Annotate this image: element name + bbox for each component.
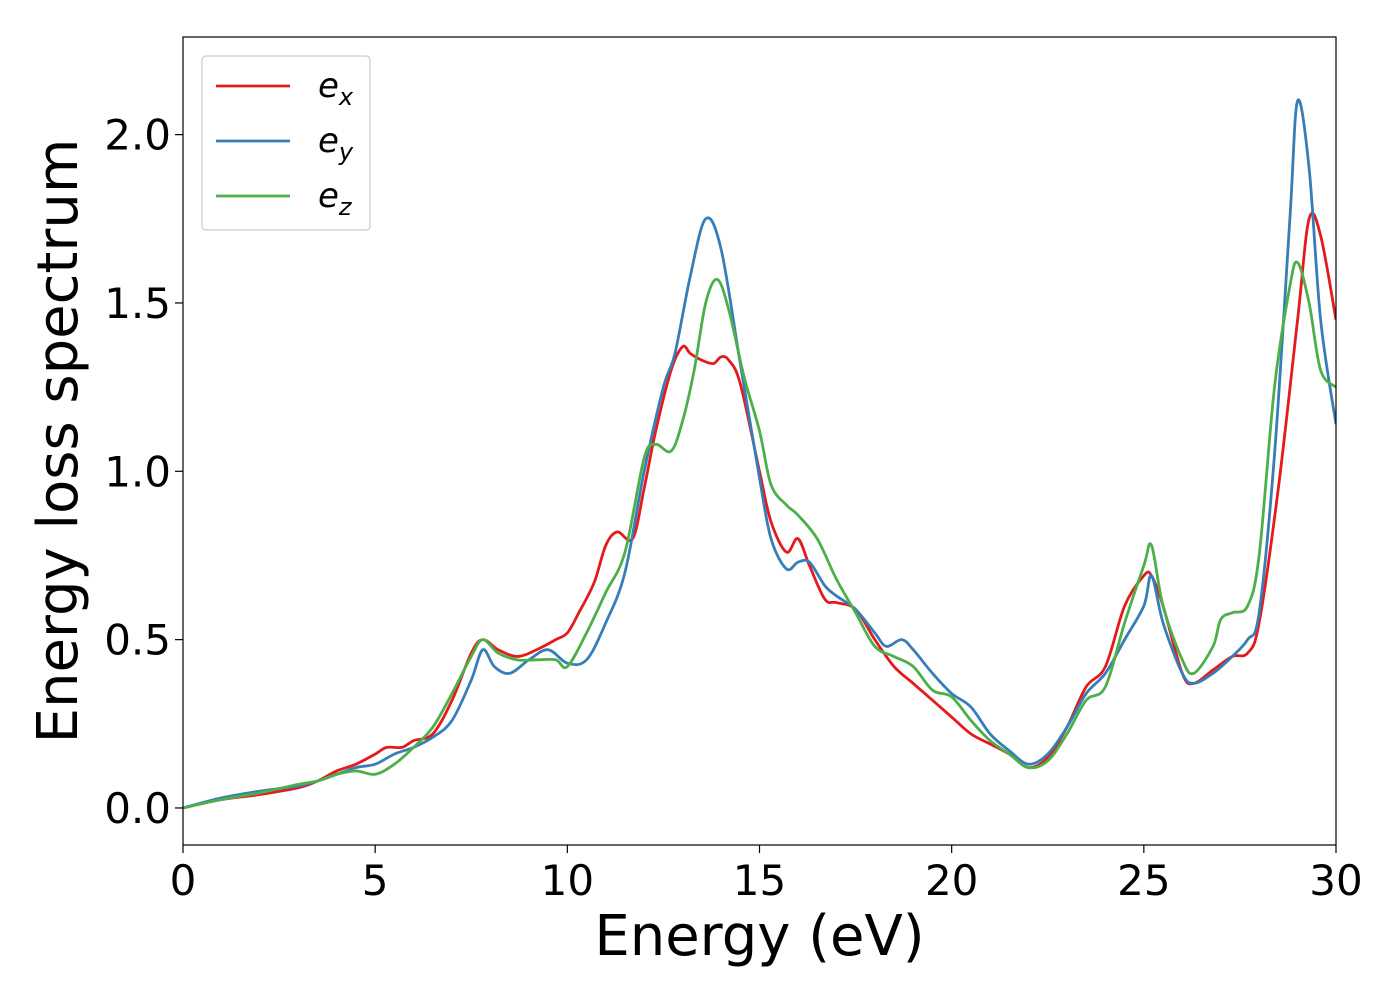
x-tick-label: 15 bbox=[733, 856, 786, 905]
x-tick-label: 5 bbox=[362, 856, 389, 905]
x-tick-label: 25 bbox=[1117, 856, 1170, 905]
legend-items: ex ey ez bbox=[216, 66, 354, 221]
x-tick-label: 30 bbox=[1309, 856, 1362, 905]
series-layer bbox=[183, 98, 1336, 810]
x-axis-title: Energy (eV) bbox=[594, 904, 924, 969]
x-tick-label: 20 bbox=[925, 856, 978, 905]
x-axis-ticks: 0 5 10 15 20 25 30 bbox=[170, 845, 1363, 905]
y-tick-label: 0.0 bbox=[104, 784, 171, 833]
y-tick-label: 2.0 bbox=[104, 111, 171, 160]
legend-label-z: ez bbox=[318, 176, 353, 221]
series-line-y bbox=[183, 98, 1336, 810]
series-line-z bbox=[183, 260, 1336, 810]
x-tick-label: 10 bbox=[541, 856, 594, 905]
y-tick-label: 1.5 bbox=[104, 279, 171, 328]
legend-label-y: ey bbox=[318, 121, 354, 166]
y-axis-title: Energy loss spectrum bbox=[26, 139, 91, 744]
y-axis-ticks: 0.0 0.5 1.0 1.5 2.0 bbox=[104, 111, 183, 833]
series-line-x bbox=[183, 211, 1336, 810]
x-tick-label: 0 bbox=[170, 856, 197, 905]
legend-label-x: ex bbox=[318, 66, 354, 111]
y-tick-label: 1.0 bbox=[104, 447, 171, 496]
y-tick-label: 0.5 bbox=[104, 616, 171, 665]
legend: ex ey ez bbox=[201, 55, 371, 231]
legend-box bbox=[201, 55, 371, 231]
